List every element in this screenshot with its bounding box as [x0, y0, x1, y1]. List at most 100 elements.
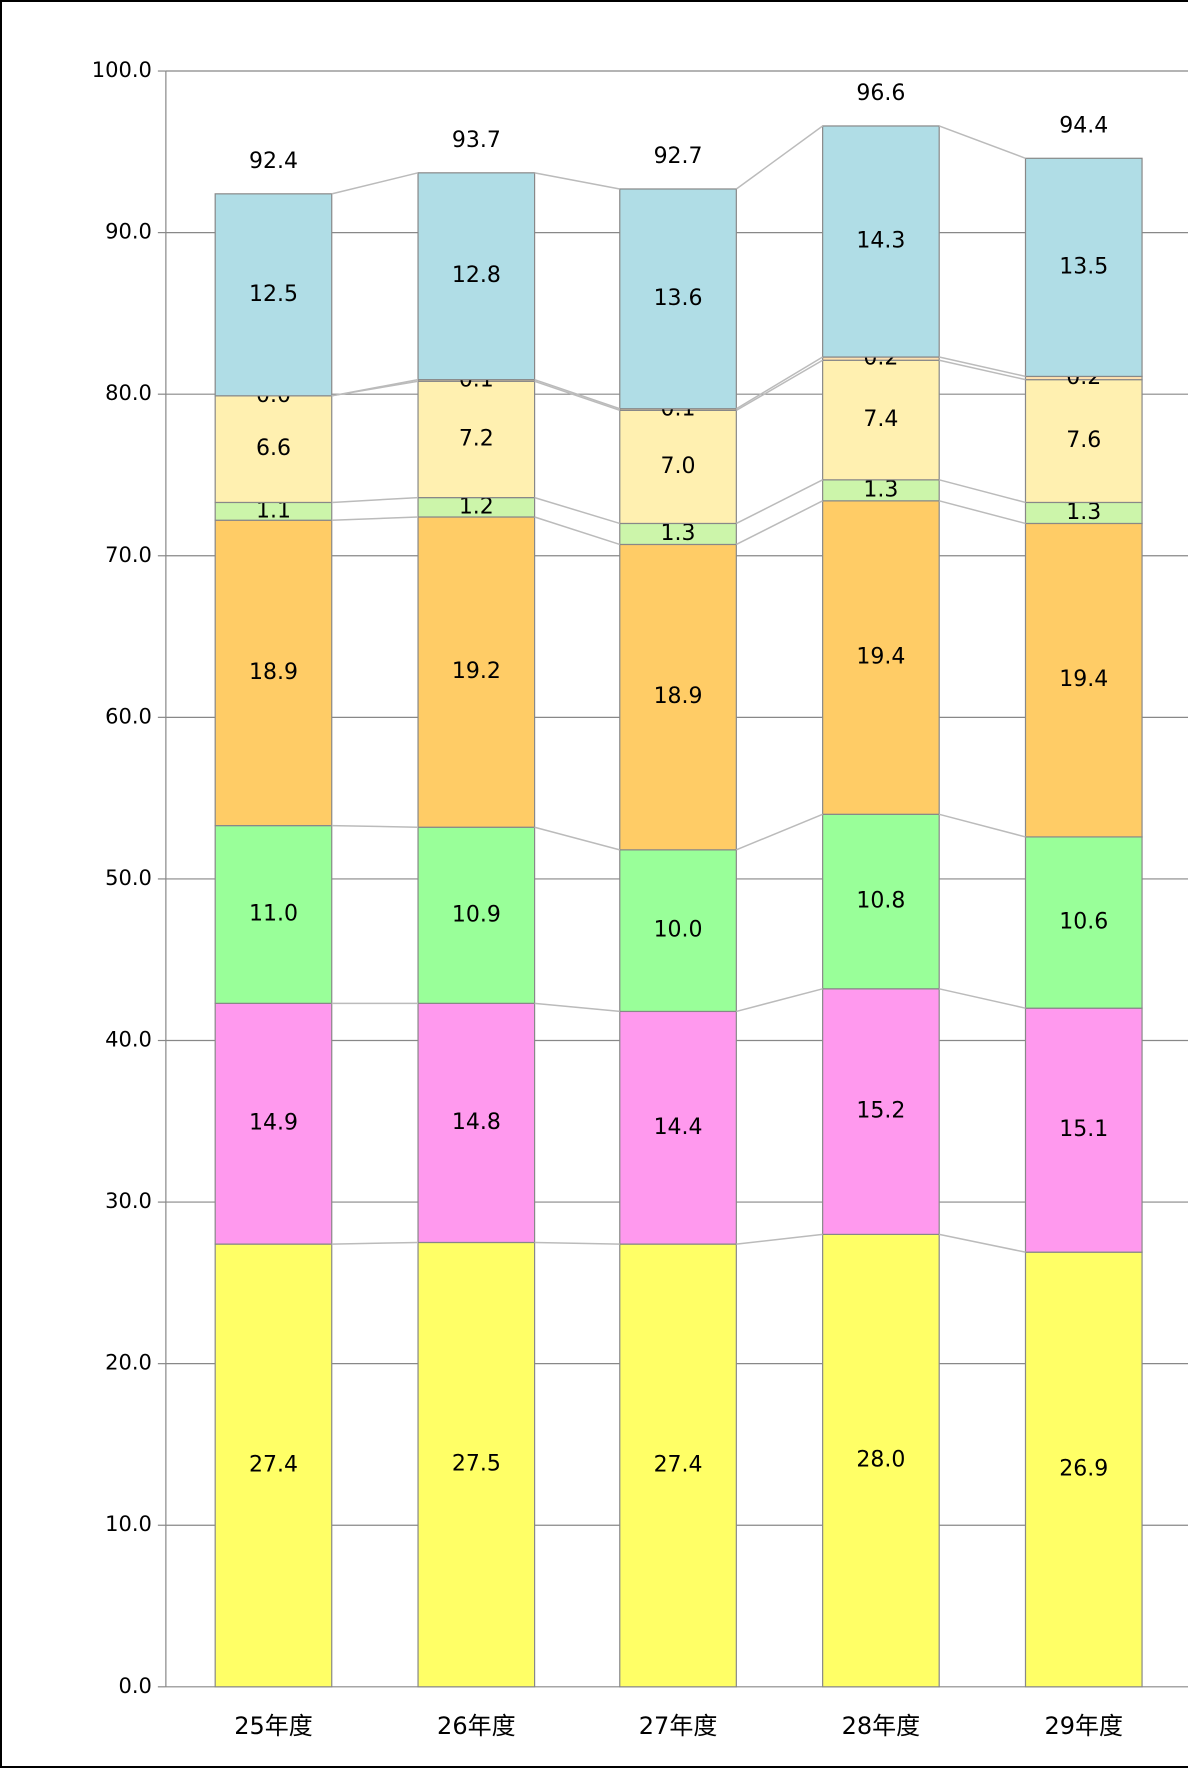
y-tick-label: 70.0 [105, 543, 152, 567]
data-label: 27.4 [654, 1452, 703, 1477]
data-label: 18.9 [249, 660, 298, 685]
bar-segment [214, 1002, 333, 1245]
bar-segment [822, 813, 940, 990]
series-line [735, 356, 824, 410]
bar-segment [417, 1002, 536, 1244]
bar-segment [214, 519, 333, 827]
data-label: 28.0 [856, 1448, 905, 1473]
data-label: 7.2 [459, 426, 494, 451]
y-tick-label: 40.0 [105, 1028, 152, 1052]
x-tick-label: 28年度 [842, 1712, 921, 1740]
bar-segment [214, 193, 333, 397]
series-line [939, 479, 1026, 504]
data-label: 27.5 [452, 1452, 501, 1477]
series-line [736, 1233, 823, 1245]
data-label: 1.3 [863, 477, 898, 502]
series-line [939, 988, 1026, 1009]
data-label: 19.4 [1059, 667, 1108, 692]
x-tick-label: 27年度 [639, 1712, 718, 1740]
series-line [331, 1241, 419, 1245]
series-line [939, 359, 1026, 381]
data-label: 27.4 [249, 1452, 298, 1477]
bar-segment [822, 1233, 940, 1688]
series-line [534, 826, 620, 851]
data-label: 10.8 [856, 889, 905, 914]
series-line [736, 813, 823, 851]
series-line [331, 824, 419, 828]
bar-segment [619, 1010, 737, 1245]
total-label: 93.7 [452, 128, 501, 153]
x-tick-label: 29年度 [1044, 1712, 1123, 1740]
series-line [331, 496, 419, 504]
bar-segment [1024, 1251, 1143, 1688]
series-line [735, 125, 824, 190]
data-label: 18.9 [654, 684, 703, 709]
bar-segment [822, 125, 940, 358]
series-line [534, 378, 621, 410]
bar-segment [417, 172, 536, 381]
y-tick-label: 60.0 [105, 704, 152, 728]
series-line [939, 356, 1026, 378]
data-label: 26.9 [1059, 1456, 1108, 1481]
data-label: 15.1 [1059, 1117, 1108, 1142]
data-label: 1.3 [1066, 500, 1101, 525]
bar-segment [619, 409, 737, 525]
bar-segment [619, 849, 737, 1013]
series-line [331, 172, 419, 195]
series-line [534, 172, 620, 190]
data-label: 14.4 [654, 1115, 703, 1140]
bar-segment [822, 988, 940, 1235]
data-label: 7.6 [1066, 428, 1101, 453]
bar-segment [619, 188, 737, 410]
series-line [938, 125, 1026, 159]
y-tick-label: 10.0 [105, 1512, 152, 1536]
bar-segment [1024, 1007, 1143, 1253]
bar-segment [214, 395, 333, 504]
series-line [331, 516, 419, 521]
data-label: 6.6 [256, 436, 291, 461]
bar-segment [417, 516, 536, 828]
total-label: 92.4 [249, 149, 298, 174]
y-tick-label: 50.0 [105, 866, 152, 890]
data-label: 15.2 [856, 1099, 905, 1124]
data-label: 13.5 [1059, 254, 1108, 279]
bar-segment [417, 1241, 536, 1688]
bar-segment [1024, 522, 1143, 838]
y-tick-label: 100.0 [92, 58, 152, 82]
bar-segment [822, 359, 940, 481]
x-tick-label: 25年度 [234, 1712, 313, 1740]
series-line [331, 378, 419, 397]
series-line [735, 479, 823, 525]
bar-segment [619, 1243, 737, 1688]
series-line [534, 516, 621, 546]
series-line [939, 813, 1026, 838]
data-label: 1.2 [459, 494, 494, 519]
y-tick-label: 80.0 [105, 381, 152, 405]
data-label: 10.0 [654, 918, 703, 943]
total-label: 96.6 [856, 81, 905, 106]
data-label: 1.3 [661, 521, 696, 546]
bar-segment [619, 543, 737, 851]
series-line [534, 1002, 620, 1013]
bar-segment [822, 500, 940, 815]
data-label: 12.5 [249, 282, 298, 307]
bar-segment [1024, 379, 1143, 504]
data-label: 14.3 [856, 229, 905, 254]
series-line [735, 500, 823, 546]
data-label: 13.6 [654, 286, 703, 311]
bar-segment [1024, 157, 1143, 378]
series-line [939, 1233, 1026, 1253]
data-label: 11.0 [249, 901, 298, 926]
total-label: 92.7 [654, 144, 703, 169]
data-label: 19.2 [452, 659, 501, 684]
series-line [534, 496, 620, 525]
data-label: 10.6 [1059, 910, 1108, 935]
series-line [534, 1241, 620, 1245]
y-tick-label: 0.0 [118, 1674, 151, 1698]
data-label: 19.4 [856, 645, 905, 670]
data-label: 10.9 [452, 902, 501, 927]
series-line [939, 500, 1026, 525]
data-label: 7.0 [661, 454, 696, 479]
